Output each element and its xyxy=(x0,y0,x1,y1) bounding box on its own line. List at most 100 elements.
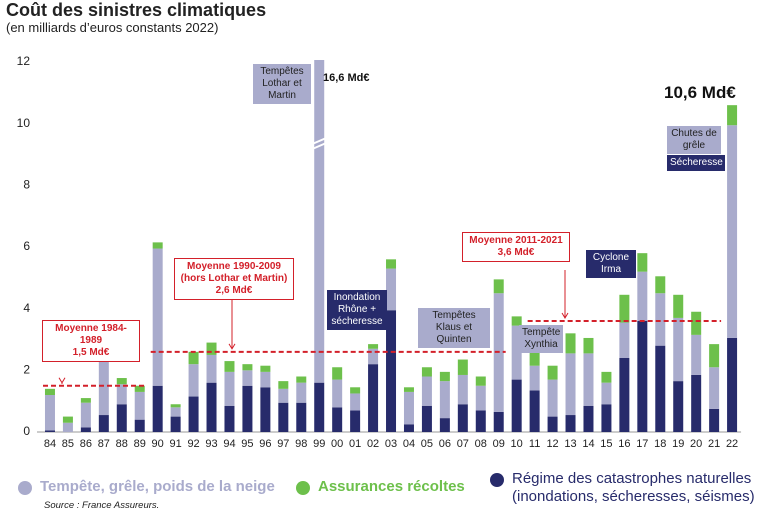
bar-segment xyxy=(583,353,594,406)
bar-segment xyxy=(260,365,271,372)
total-label: 16,6 Md€ xyxy=(323,72,370,84)
x-tick-label: 98 xyxy=(295,438,307,450)
bar-segment xyxy=(116,384,127,405)
x-tick-label: 22 xyxy=(726,438,738,450)
bar-segment xyxy=(44,395,55,431)
bar-segment xyxy=(350,410,361,432)
bar-segment xyxy=(403,424,414,432)
bar-segment xyxy=(134,391,145,420)
average-label: Moyenne 2011-2021 3,6 Md€ xyxy=(462,232,570,262)
bar-segment xyxy=(475,385,486,411)
bar-segment xyxy=(314,60,325,383)
x-tick-label: 88 xyxy=(116,438,128,450)
arrow-head xyxy=(561,312,569,319)
annotation: Tempêtes Lothar et Martin xyxy=(253,64,311,104)
bar-segment xyxy=(601,382,612,405)
bar-segment xyxy=(691,334,702,375)
x-tick-label: 16 xyxy=(618,438,630,450)
bar-segment xyxy=(188,364,199,397)
average-title: Moyenne 2011-2021 xyxy=(469,235,563,246)
total-label: 10,6 Md€ xyxy=(664,83,736,102)
x-tick-label: 08 xyxy=(475,438,487,450)
bar-segment xyxy=(350,387,361,394)
x-tick-label: 13 xyxy=(564,438,576,450)
bar-segment xyxy=(511,325,522,380)
bar-segment xyxy=(619,358,630,432)
average-value: 2,6 Md€ xyxy=(215,285,253,296)
bar-segment xyxy=(475,410,486,432)
bar-segment xyxy=(655,345,666,432)
bar-segment xyxy=(655,293,666,346)
x-tick-label: 21 xyxy=(708,438,720,450)
bar-segment xyxy=(242,370,253,386)
bar-segment xyxy=(62,422,73,432)
bar-segment xyxy=(80,427,91,432)
bar-segment xyxy=(529,365,540,391)
bar-segment xyxy=(242,385,253,432)
bar-segment xyxy=(547,416,558,432)
x-tick-label: 93 xyxy=(205,438,217,450)
bar-segment xyxy=(188,351,199,365)
bar-segment xyxy=(709,408,720,432)
x-tick-label: 91 xyxy=(170,438,182,450)
arrow-head xyxy=(58,377,66,384)
bar-segment xyxy=(206,354,217,383)
y-tick-label: 4 xyxy=(23,301,30,315)
bar-segment xyxy=(296,376,307,383)
bar-segment xyxy=(637,271,648,321)
legend-label: Assurances récoltes xyxy=(318,478,465,495)
bar-segment xyxy=(386,310,397,432)
x-tick-label: 86 xyxy=(80,438,92,450)
legend-marker xyxy=(296,481,310,495)
bar-segment xyxy=(134,419,145,432)
bar-segment xyxy=(727,105,738,126)
bar-segment xyxy=(260,387,271,432)
bar-segment xyxy=(170,416,181,432)
x-tick-label: 97 xyxy=(277,438,289,450)
bar-segment xyxy=(529,351,540,366)
bar-segment xyxy=(637,253,648,272)
x-tick-label: 03 xyxy=(385,438,397,450)
bar-segment xyxy=(386,259,397,269)
x-tick-label: 02 xyxy=(367,438,379,450)
bar-segment xyxy=(583,405,594,432)
bar-segment xyxy=(44,430,55,432)
y-tick-label: 0 xyxy=(23,424,30,438)
x-tick-label: 87 xyxy=(98,438,110,450)
bar-segment xyxy=(493,411,504,432)
bar-segment xyxy=(368,348,379,365)
bar-segment xyxy=(242,364,253,371)
bar-segment xyxy=(152,242,163,249)
annotation: Inondation Rhône + sécheresse xyxy=(327,290,387,330)
bar-segment xyxy=(188,396,199,432)
bar-segment xyxy=(421,367,432,377)
bar-segment xyxy=(511,379,522,432)
bar-segment xyxy=(350,393,361,411)
bar-segment xyxy=(421,376,432,406)
axis-break xyxy=(311,142,327,150)
bar-segment xyxy=(403,391,414,425)
bar-segment xyxy=(493,279,504,294)
x-tick-label: 20 xyxy=(690,438,702,450)
x-tick-label: 00 xyxy=(331,438,343,450)
bar-segment xyxy=(116,404,127,432)
bar-segment xyxy=(278,388,289,403)
bar-segment xyxy=(439,371,450,382)
x-tick-label: 92 xyxy=(187,438,199,450)
bar-segment xyxy=(565,415,576,432)
x-tick-label: 94 xyxy=(223,438,235,450)
bar-segment xyxy=(332,367,343,380)
x-tick-label: 96 xyxy=(259,438,271,450)
bar-segment xyxy=(80,398,91,403)
bar-segment xyxy=(475,376,486,386)
x-tick-label: 84 xyxy=(44,438,56,450)
bar-segment xyxy=(44,388,55,395)
bar-segment xyxy=(457,374,468,405)
chart-title: Coût des sinistres climatiques xyxy=(6,0,267,20)
bar-segment xyxy=(224,405,235,432)
bar-segment xyxy=(457,404,468,432)
average-label: Moyenne 1984-1989 1,5 Md€ xyxy=(42,320,140,362)
y-tick-label: 6 xyxy=(23,239,30,253)
bars xyxy=(44,60,738,432)
